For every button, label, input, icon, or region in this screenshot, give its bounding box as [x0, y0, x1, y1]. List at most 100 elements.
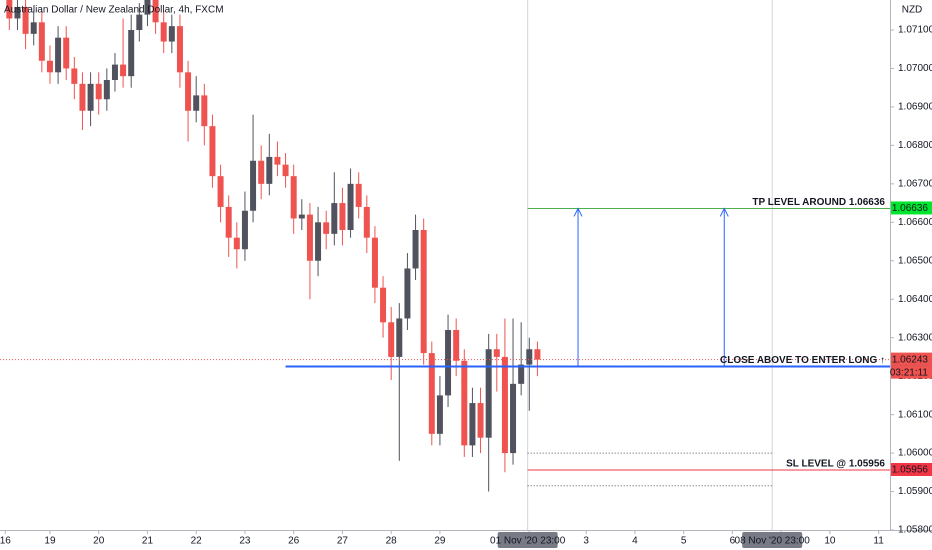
x-tick-label: 23 [239, 536, 251, 547]
candle-body [445, 330, 452, 396]
candle-body [79, 83, 86, 111]
x-tick-label: 6 [730, 536, 736, 547]
marker-label: 01 Nov '20 23:00 [490, 536, 566, 547]
candle-body [469, 403, 476, 446]
y-tick-label: 1.06400 [898, 294, 932, 305]
plot-area [0, 0, 890, 530]
candle-body [168, 26, 175, 42]
candle-body [250, 160, 257, 211]
current-price-tag-label: 1.06243 [892, 354, 929, 365]
candle-body [501, 356, 508, 454]
x-tick-label: 26 [288, 536, 300, 547]
candle-body [103, 80, 110, 100]
candle-body [404, 268, 411, 319]
candle-body [420, 230, 427, 354]
candle-body [371, 237, 378, 288]
candle-body [436, 395, 443, 434]
x-tick-label: 16 [0, 536, 11, 547]
candle-body [128, 30, 135, 77]
y-tick-label: 1.06600 [898, 217, 932, 228]
candle-body [290, 176, 297, 219]
y-tick-label: 1.06900 [898, 102, 932, 113]
y-tick-label: 1.06800 [898, 140, 932, 151]
level-tag-label: 1.05956 [892, 465, 929, 476]
candle-body [298, 214, 305, 219]
y-tick-label: 1.06100 [898, 409, 932, 420]
candle-body [71, 68, 78, 84]
candle-body [266, 156, 273, 184]
candle-body [160, 22, 167, 42]
marker-box [497, 532, 558, 548]
y-tick-label: 1.06000 [898, 448, 932, 459]
candle-body [144, 0, 151, 15]
candle-body [120, 64, 127, 77]
currency-label: NZD [902, 5, 923, 16]
candle-body [95, 83, 102, 100]
candle-body [152, 0, 159, 23]
candle-body [176, 26, 183, 73]
candle-body [453, 330, 460, 361]
candle-body [111, 64, 118, 80]
candle-body [363, 206, 370, 238]
x-tick-label: 3 [583, 536, 589, 547]
candle-body [323, 222, 330, 234]
candle-body [396, 318, 403, 357]
y-tick-label: 1.05800 [898, 525, 932, 536]
candle-body [282, 164, 289, 177]
x-tick-label: 19 [44, 536, 56, 547]
candle-body [315, 222, 322, 261]
candle-body [87, 83, 94, 111]
x-tick-label: 20 [93, 536, 105, 547]
x-tick-label: 28 [386, 536, 398, 547]
candle-body [217, 176, 224, 207]
candle-body [510, 383, 517, 454]
candle-body [274, 156, 281, 165]
chart-title: Australian Dollar / New Zealand Dollar, … [4, 5, 224, 16]
arrow-head [719, 207, 729, 217]
marker-label: 08 Nov '20 23:00 [735, 536, 811, 547]
candle-body [485, 349, 492, 438]
y-tick-label: 1.06300 [898, 332, 932, 343]
x-tick-label: 10 [824, 536, 836, 547]
level-text: CLOSE ABOVE TO ENTER LONG ↑ [720, 355, 885, 366]
candle-body [6, 0, 13, 19]
x-tick-label: 27 [337, 536, 349, 547]
candle-body [355, 183, 362, 207]
candle-body [534, 349, 541, 360]
candle-body [428, 353, 435, 434]
candle-body [185, 72, 192, 111]
candle-body [388, 322, 395, 357]
countdown-tag-label: 03:21:11 [890, 367, 929, 378]
candle-body [63, 37, 70, 69]
candle-body [55, 37, 62, 73]
x-tick-label: 22 [191, 536, 203, 547]
level-tag [891, 463, 932, 476]
candle-body [225, 206, 232, 238]
current-price-tag [891, 352, 932, 366]
candle-body [136, 14, 143, 30]
arrow-head [573, 207, 583, 217]
y-tick-label: 1.06500 [898, 255, 932, 266]
candle-body [380, 287, 387, 323]
x-tick-label: 11 [873, 536, 884, 547]
candle-body [347, 183, 354, 230]
y-tick-label: 1.06700 [898, 178, 932, 189]
level-text: TP LEVEL AROUND 1.06636 [752, 197, 885, 208]
candle-body [46, 60, 53, 73]
candle-body [461, 360, 468, 446]
x-tick-label: 4 [632, 536, 638, 547]
x-tick-label: 29 [434, 536, 446, 547]
candle-body [331, 203, 338, 234]
candle-body [477, 403, 484, 438]
x-tick-label: 5 [681, 536, 687, 547]
candle-body [493, 349, 500, 357]
candle-body [22, 6, 29, 34]
candle-body [526, 349, 533, 365]
level-tag-label: 1.06636 [892, 203, 929, 214]
candle-body [38, 22, 45, 61]
level-text: SL LEVEL @ 1.05956 [786, 459, 885, 470]
candle-body [241, 210, 248, 250]
y-tick-label: 1.07000 [898, 63, 932, 74]
